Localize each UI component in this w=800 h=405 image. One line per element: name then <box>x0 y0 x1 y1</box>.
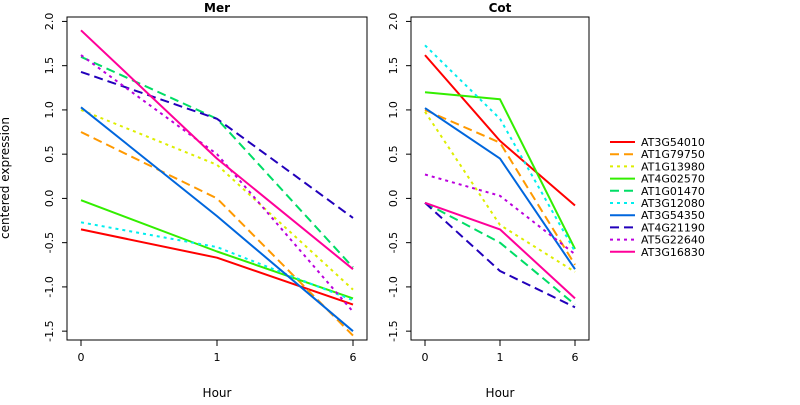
series-line-at3g12080 <box>80 221 354 302</box>
y-tick-label: -1.5 <box>387 320 400 341</box>
legend-label-at1g13980: AT1G13980 <box>641 160 705 173</box>
y-tick-label: 0.0 <box>43 190 56 208</box>
panel-frame-mer <box>66 16 368 341</box>
y-tick-label: 0.0 <box>387 190 400 208</box>
legend-label-at3g16830: AT3G16830 <box>641 246 705 259</box>
legend-label-at3g12080: AT3G12080 <box>641 197 705 210</box>
x-tick-label: 1 <box>214 351 221 364</box>
y-tick-label: -1.5 <box>43 320 56 341</box>
legend-label-at5g22640: AT5G22640 <box>641 234 705 247</box>
series-line-at4g02570 <box>424 91 576 250</box>
legend-label-at4g21190: AT4G21190 <box>641 221 705 234</box>
series-line-at3g54010 <box>80 228 354 306</box>
series-line-at3g16830 <box>424 201 576 300</box>
x-tick-label: 0 <box>422 351 429 364</box>
series-line-at5g22640 <box>80 54 354 313</box>
legend-label-at4g02570: AT4G02570 <box>641 173 705 186</box>
series-line-at3g54350 <box>80 106 354 332</box>
legend-label-at3g54350: AT3G54350 <box>641 209 705 222</box>
y-tick-label: -0.5 <box>387 232 400 253</box>
y-tick-label: -1.0 <box>43 276 56 297</box>
series-line-at4g21190 <box>424 202 576 309</box>
series-line-at4g21190 <box>80 70 354 219</box>
y-tick-label: 1.0 <box>387 101 400 119</box>
series-line-at1g13980 <box>424 111 576 273</box>
panel-frame-cot <box>410 16 590 341</box>
y-tick-label: 0.5 <box>387 145 400 163</box>
x-tick-label: 1 <box>497 351 504 364</box>
y-tick-label: 2.0 <box>43 13 56 31</box>
series-line-at1g01470 <box>424 201 576 306</box>
series-line-at3g54010 <box>424 54 576 207</box>
x-axis-title: Hour <box>486 386 515 400</box>
series-line-at5g22640 <box>424 173 576 255</box>
series-line-at1g13980 <box>80 108 354 291</box>
panel-title-cot: Cot <box>489 1 512 15</box>
x-tick-label: 6 <box>572 351 579 364</box>
y-tick-label: 1.5 <box>43 57 56 75</box>
y-tick-label: 1.5 <box>387 57 400 75</box>
legend-label-at1g01470: AT1G01470 <box>641 185 705 198</box>
y-tick-label: 0.5 <box>43 145 56 163</box>
legend-label-at1g79750: AT1G79750 <box>641 148 705 161</box>
panel-title-mer: Mer <box>204 1 230 15</box>
series-line-at3g16830 <box>80 29 354 270</box>
legend-label-at3g54010: AT3G54010 <box>641 136 705 149</box>
x-tick-label: 0 <box>78 351 85 364</box>
y-tick-label: -0.5 <box>43 232 56 253</box>
series-line-at3g54350 <box>424 107 576 270</box>
y-tick-label: -1.0 <box>387 276 400 297</box>
y-tick-label: 1.0 <box>43 101 56 119</box>
y-axis-title: centered expression <box>0 117 12 239</box>
series-line-at1g01470 <box>80 55 354 269</box>
series-line-at1g79750 <box>80 131 354 337</box>
x-tick-label: 6 <box>350 351 357 364</box>
x-axis-title: Hour <box>203 386 232 400</box>
y-tick-label: 2.0 <box>387 13 400 31</box>
series-line-at3g12080 <box>424 44 576 252</box>
series-line-at4g02570 <box>80 199 354 300</box>
